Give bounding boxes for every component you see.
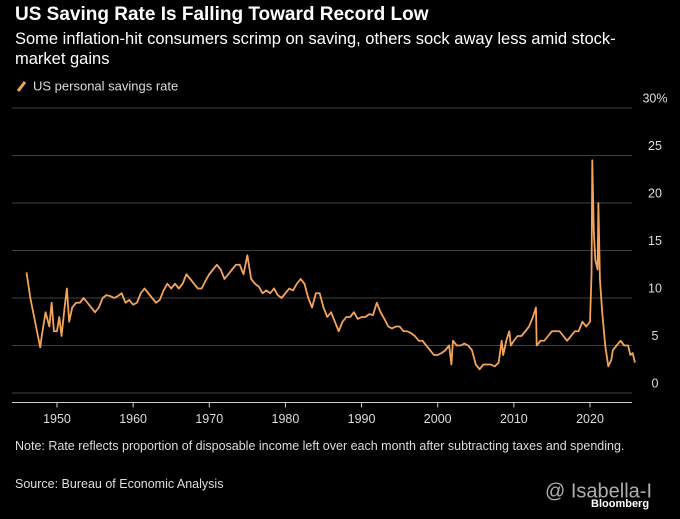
y-tick-label: 15 (648, 234, 662, 248)
series-line (25, 159, 636, 371)
x-tick-label: 1980 (272, 412, 300, 426)
chart-subtitle: Some inflation-hit consumers scrimp on s… (15, 30, 616, 68)
brand: Bloomberg (591, 498, 649, 510)
x-tick-label: 2000 (424, 412, 452, 426)
x-tick-label: 1960 (119, 412, 147, 426)
note: Note: Rate reflects proportion of dispos… (15, 439, 625, 453)
chart-title: US Saving Rate Is Falling Toward Record … (15, 4, 429, 25)
watermark: @ Isabella-I (545, 480, 652, 502)
y-tick-label: 25 (648, 139, 662, 153)
legend-label: US personal savings rate (33, 78, 178, 93)
y-tick-label: 10 (648, 281, 662, 295)
x-tick-label: 1950 (43, 412, 71, 426)
x-tick-label: 2020 (576, 412, 604, 426)
x-tick-label: 1990 (348, 412, 376, 426)
y-tick-label: 5 (652, 329, 659, 343)
source: Source: Bureau of Economic Analysis (15, 477, 224, 491)
x-tick-label: 2010 (500, 412, 528, 426)
legend-swatch (16, 81, 27, 92)
x-tick-label: 1970 (195, 412, 223, 426)
y-tick-label: 30% (642, 91, 667, 105)
y-tick-label: 20 (648, 186, 662, 200)
y-tick-label: 0 (652, 376, 659, 390)
